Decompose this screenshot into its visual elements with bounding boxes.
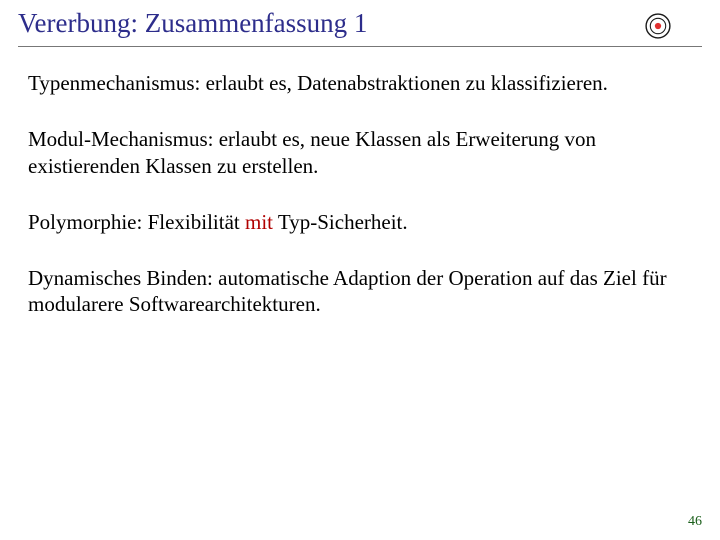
p3-post: Typ-Sicherheit. [273,210,408,234]
paragraph-module-mechanism: Modul-Mechanismus: erlaubt es, neue Klas… [28,126,690,179]
paragraph-polymorphism: Polymorphie: Flexibilität mit Typ-Sicher… [28,209,690,235]
slide-title: Vererbung: Zusammenfassung 1 [18,8,367,39]
slide: Vererbung: Zusammenfassung 1 Typenmechan… [0,0,720,540]
bullet-logo-icon [644,12,672,40]
page-number: 46 [688,514,702,530]
slide-header: Vererbung: Zusammenfassung 1 [18,8,702,47]
paragraph-dynamic-binding: Dynamisches Binden: automatische Adaptio… [28,265,690,318]
slide-body: Typenmechanismus: erlaubt es, Datenabstr… [28,70,690,348]
p3-pre: Polymorphie: Flexibilität [28,210,245,234]
paragraph-type-mechanism: Typenmechanismus: erlaubt es, Datenabstr… [28,70,690,96]
p3-accent: mit [245,210,273,234]
